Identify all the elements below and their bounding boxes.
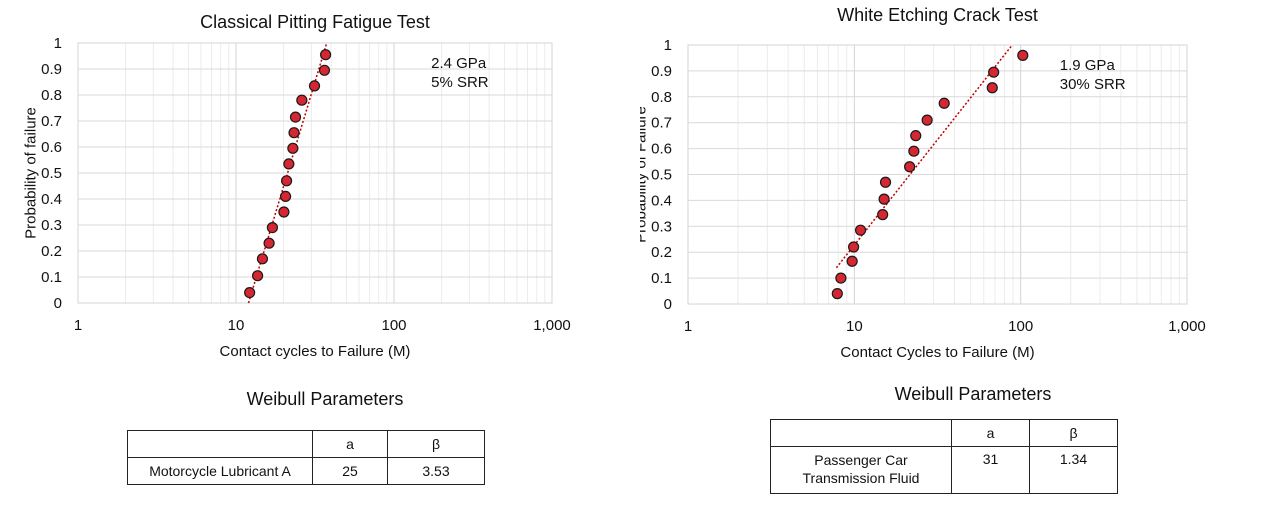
- data-point: [986, 82, 998, 94]
- weibull-table-2: a β Passenger Car Transmission Fluid 31 …: [770, 419, 1118, 494]
- table-cell-a: 31: [951, 446, 1030, 494]
- y-tick-label: 0.3: [651, 218, 672, 235]
- y-tick-label: 0.9: [41, 61, 62, 78]
- data-point: [318, 64, 331, 76]
- chart-pitting-fatigue: 0 0.1 0.2 0.3 0.4 0.5 0.6 0.7 0.8 0.9 1 1 10 100 1,000…: [22, 12, 571, 360]
- chart-title: Classical Pitting Fatigue Test: [200, 12, 430, 32]
- x-tick-label: 10: [228, 317, 245, 334]
- table-cell-a: 25: [312, 457, 388, 485]
- condition-annotation: 1.9 GPa: [1060, 57, 1116, 74]
- x-axis-label: Contact cycles to Failure (M): [220, 343, 411, 360]
- y-tick-label: 0.8: [651, 89, 672, 106]
- x-tick-label: 1: [684, 318, 692, 335]
- x-tick-label: 1,000: [1168, 318, 1206, 335]
- y-tick-label: 0: [54, 295, 62, 312]
- y-tick-label: 0.8: [41, 87, 62, 104]
- table-header-a: a: [951, 419, 1030, 447]
- x-tick-label: 10: [846, 318, 863, 335]
- table-cell-fluid: Passenger Car Transmission Fluid: [770, 446, 952, 494]
- data-point: [938, 97, 950, 109]
- data-point: [278, 206, 290, 218]
- data-point: [256, 253, 269, 265]
- data-point: [266, 222, 279, 234]
- data-point: [831, 288, 843, 300]
- data-point: [835, 272, 847, 284]
- y-tick-label: 0.4: [651, 192, 672, 209]
- plot-frame: [77, 42, 553, 304]
- x-tick-label: 1,000: [533, 317, 571, 334]
- y-tick-label: 0.2: [651, 244, 672, 261]
- table-title-weibull-1: Weibull Parameters: [246, 389, 404, 409]
- data-point: [279, 190, 292, 202]
- data-point: [263, 237, 275, 249]
- x-tick-label: 100: [1008, 318, 1033, 335]
- y-tick-label: 0.5: [651, 167, 672, 184]
- data-point: [289, 111, 302, 123]
- x-tick-label: 1: [74, 317, 82, 334]
- data-point: [296, 94, 308, 106]
- table-header-a: a: [312, 430, 388, 458]
- y-tick-label: 0.7: [41, 113, 62, 130]
- y-tick-label: 0.7: [651, 115, 672, 132]
- y-tick-label: 0.4: [41, 191, 62, 208]
- data-point: [848, 241, 860, 253]
- y-tick-label: 0.1: [41, 269, 62, 286]
- y-axis-label: Probability of Failure: [640, 106, 649, 243]
- table-header-beta: β: [1029, 419, 1118, 447]
- table-header-blank: [770, 419, 952, 447]
- data-point: [921, 114, 933, 126]
- data-point: [252, 270, 264, 282]
- chart-title: White Etching Crack Test: [837, 5, 1038, 25]
- plot-frame: [687, 44, 1188, 305]
- weibull-trendline: [835, 44, 1013, 269]
- data-point: [1017, 49, 1029, 61]
- y-tick-label: 1: [664, 37, 672, 54]
- data-point: [846, 255, 858, 267]
- table-header-blank: [127, 430, 313, 458]
- y-tick-label: 0.9: [651, 63, 672, 80]
- data-point: [280, 175, 293, 187]
- table-cell-beta: 3.53: [387, 457, 485, 485]
- condition-annotation: 2.4 GPa: [431, 55, 487, 72]
- data-point: [910, 130, 922, 142]
- data-point: [854, 224, 867, 236]
- data-point: [308, 80, 321, 92]
- x-tick-label: 100: [381, 317, 406, 334]
- data-point: [877, 209, 889, 221]
- data-point: [288, 127, 300, 139]
- data-point: [908, 145, 920, 157]
- data-point: [244, 287, 256, 299]
- data-point: [904, 161, 916, 173]
- y-tick-label: 0: [664, 296, 672, 313]
- y-tick-label: 0.3: [41, 217, 62, 234]
- y-tick-label: 0.6: [41, 139, 62, 156]
- data-point: [319, 49, 332, 61]
- weibull-table-1: a β Motorcycle Lubricant A 25 3.53: [127, 430, 485, 485]
- y-tick-label: 0.2: [41, 243, 62, 260]
- chart-white-etching-crack: 0 0.1 0.2 0.3 0.4 0.5 0.6 0.7 0.8 0.9 1 1 10 100 1,000…: [640, 5, 1206, 361]
- y-tick-label: 0.6: [651, 141, 672, 158]
- data-point: [879, 176, 892, 188]
- condition-annotation: 5% SRR: [431, 74, 489, 91]
- table-title-weibull-2: Weibull Parameters: [894, 384, 1052, 404]
- y-tick-label: 1: [54, 35, 62, 52]
- data-point: [283, 158, 295, 170]
- y-tick-label: 0.5: [41, 165, 62, 182]
- y-tick-label: 0.1: [651, 270, 672, 287]
- data-point: [287, 142, 299, 154]
- data-point: [878, 193, 890, 205]
- condition-annotation: 30% SRR: [1060, 76, 1126, 93]
- data-point: [988, 66, 1000, 78]
- x-axis-label: Contact Cycles to Failure (M): [840, 344, 1034, 361]
- y-axis-label: Probability of failure: [22, 107, 39, 239]
- table-header-beta: β: [387, 430, 485, 458]
- table-cell-beta: 1.34: [1029, 446, 1118, 494]
- table-cell-fluid: Motorcycle Lubricant A: [127, 457, 313, 485]
